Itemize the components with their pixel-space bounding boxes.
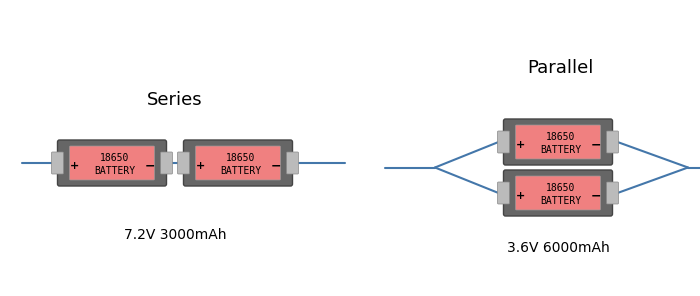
FancyBboxPatch shape: [195, 146, 281, 180]
FancyBboxPatch shape: [286, 152, 298, 174]
FancyBboxPatch shape: [503, 119, 612, 165]
FancyBboxPatch shape: [503, 170, 612, 216]
Text: −: −: [270, 160, 281, 173]
FancyBboxPatch shape: [183, 140, 293, 186]
FancyBboxPatch shape: [606, 131, 619, 153]
Text: Series: Series: [147, 91, 203, 109]
FancyBboxPatch shape: [178, 152, 190, 174]
FancyBboxPatch shape: [515, 176, 601, 210]
Text: BATTERY: BATTERY: [220, 166, 262, 176]
Text: +: +: [516, 191, 525, 201]
Text: 18650: 18650: [546, 183, 575, 193]
Text: 18650: 18650: [226, 153, 255, 163]
FancyBboxPatch shape: [606, 182, 619, 204]
FancyBboxPatch shape: [498, 131, 510, 153]
FancyBboxPatch shape: [515, 125, 601, 159]
Text: BATTERY: BATTERY: [540, 145, 582, 155]
Text: Parallel: Parallel: [527, 59, 593, 77]
Text: BATTERY: BATTERY: [94, 166, 136, 176]
Text: 18650: 18650: [100, 153, 130, 163]
FancyBboxPatch shape: [160, 152, 172, 174]
Text: BATTERY: BATTERY: [540, 196, 582, 206]
Text: −: −: [590, 189, 601, 202]
FancyBboxPatch shape: [57, 140, 167, 186]
FancyBboxPatch shape: [52, 152, 64, 174]
Text: +: +: [196, 161, 205, 171]
Text: 3.6V 6000mAh: 3.6V 6000mAh: [507, 241, 610, 255]
FancyBboxPatch shape: [69, 146, 155, 180]
Text: −: −: [144, 160, 155, 173]
Text: +: +: [70, 161, 79, 171]
Text: 7.2V 3000mAh: 7.2V 3000mAh: [124, 228, 226, 242]
Text: −: −: [590, 139, 601, 152]
Text: +: +: [516, 140, 525, 150]
Text: 18650: 18650: [546, 132, 575, 142]
FancyBboxPatch shape: [498, 182, 510, 204]
